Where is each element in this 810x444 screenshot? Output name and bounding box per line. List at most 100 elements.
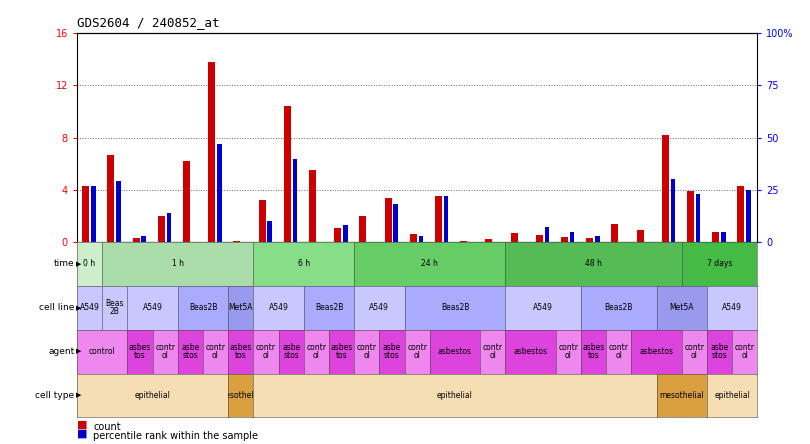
Text: 6 h: 6 h — [298, 259, 309, 269]
Bar — [612, 224, 619, 242]
Bar — [696, 194, 701, 242]
Bar — [712, 232, 719, 242]
Text: epithelial: epithelial — [714, 391, 750, 400]
Text: mesothelial: mesothelial — [219, 391, 263, 400]
Bar — [737, 186, 744, 242]
Bar — [385, 198, 392, 242]
Text: A549: A549 — [533, 303, 553, 312]
Text: Beas2B: Beas2B — [441, 303, 469, 312]
Text: time: time — [54, 259, 75, 269]
Text: contr
ol: contr ol — [256, 343, 276, 360]
Text: Beas2B: Beas2B — [189, 303, 217, 312]
Bar — [108, 155, 114, 242]
Bar — [419, 236, 423, 242]
Text: asbes
tos: asbes tos — [229, 343, 252, 360]
Text: contr
ol: contr ol — [558, 343, 578, 360]
Bar — [360, 216, 366, 242]
Bar — [536, 235, 543, 242]
Text: A549: A549 — [723, 303, 742, 312]
Text: contr
ol: contr ol — [206, 343, 225, 360]
Text: Met5A: Met5A — [228, 303, 253, 312]
Text: ■: ■ — [77, 420, 87, 430]
Text: asbes
tos: asbes tos — [330, 343, 352, 360]
Bar — [117, 182, 121, 242]
Text: contr
ol: contr ol — [684, 343, 705, 360]
Text: cell line: cell line — [39, 303, 75, 312]
Text: A549: A549 — [269, 303, 288, 312]
Text: asbestos: asbestos — [438, 347, 472, 356]
Bar — [595, 236, 599, 242]
Text: contr
ol: contr ol — [156, 343, 175, 360]
Bar — [343, 225, 347, 242]
Text: epithelial: epithelial — [134, 391, 170, 400]
Text: 48 h: 48 h — [585, 259, 602, 269]
Bar — [410, 234, 417, 242]
Bar — [435, 196, 442, 242]
Text: ■: ■ — [77, 428, 87, 439]
Bar — [544, 227, 549, 242]
Text: asbes
tos: asbes tos — [582, 343, 605, 360]
Text: asbestos: asbestos — [640, 347, 674, 356]
Bar — [485, 239, 492, 242]
Bar — [687, 191, 694, 242]
Text: 7 days: 7 days — [707, 259, 732, 269]
Text: asbe
stos: asbe stos — [710, 343, 729, 360]
Bar — [158, 216, 165, 242]
Text: asbe
stos: asbe stos — [383, 343, 401, 360]
Text: A549: A549 — [369, 303, 390, 312]
Bar — [460, 241, 467, 242]
Text: epithelial: epithelial — [437, 391, 473, 400]
Text: asbes
tos: asbes tos — [129, 343, 151, 360]
Text: ▶: ▶ — [76, 392, 82, 398]
Bar — [83, 186, 89, 242]
Bar — [444, 196, 449, 242]
Text: agent: agent — [49, 347, 75, 356]
Bar — [91, 186, 96, 242]
Text: Met5A: Met5A — [670, 303, 694, 312]
Bar — [233, 241, 241, 242]
Text: asbe
stos: asbe stos — [282, 343, 301, 360]
Text: contr
ol: contr ol — [609, 343, 629, 360]
Text: asbe
stos: asbe stos — [181, 343, 199, 360]
Bar — [510, 233, 518, 242]
Text: control: control — [89, 347, 116, 356]
Text: contr
ol: contr ol — [356, 343, 377, 360]
Bar — [142, 236, 146, 242]
Text: ▶: ▶ — [76, 305, 82, 311]
Bar — [662, 135, 669, 242]
Bar — [561, 237, 568, 242]
Text: asbestos: asbestos — [514, 347, 548, 356]
Text: count: count — [93, 422, 121, 432]
Text: contr
ol: contr ol — [407, 343, 427, 360]
Bar — [309, 170, 316, 242]
Bar — [258, 200, 266, 242]
Bar — [292, 159, 297, 242]
Text: 0 h: 0 h — [83, 259, 96, 269]
Text: 1 h: 1 h — [172, 259, 184, 269]
Bar — [746, 190, 751, 242]
Bar — [570, 232, 574, 242]
Text: Beas2B: Beas2B — [604, 303, 633, 312]
Bar — [284, 107, 291, 242]
Text: percentile rank within the sample: percentile rank within the sample — [93, 431, 258, 441]
Bar — [637, 230, 644, 242]
Text: contr
ol: contr ol — [735, 343, 755, 360]
Text: cell type: cell type — [36, 391, 75, 400]
Text: A549: A549 — [79, 303, 100, 312]
Text: contr
ol: contr ol — [306, 343, 326, 360]
Text: contr
ol: contr ol — [483, 343, 503, 360]
Bar — [586, 238, 593, 242]
Bar — [167, 213, 171, 242]
Bar — [721, 232, 726, 242]
Bar — [183, 161, 190, 242]
Bar — [335, 228, 341, 242]
Bar — [208, 62, 215, 242]
Text: 24 h: 24 h — [421, 259, 438, 269]
Text: ▶: ▶ — [76, 349, 82, 355]
Bar — [217, 144, 222, 242]
Text: Beas
2B: Beas 2B — [105, 299, 124, 317]
Bar — [133, 238, 139, 242]
Bar — [671, 179, 676, 242]
Text: mesothelial: mesothelial — [659, 391, 704, 400]
Bar — [394, 204, 398, 242]
